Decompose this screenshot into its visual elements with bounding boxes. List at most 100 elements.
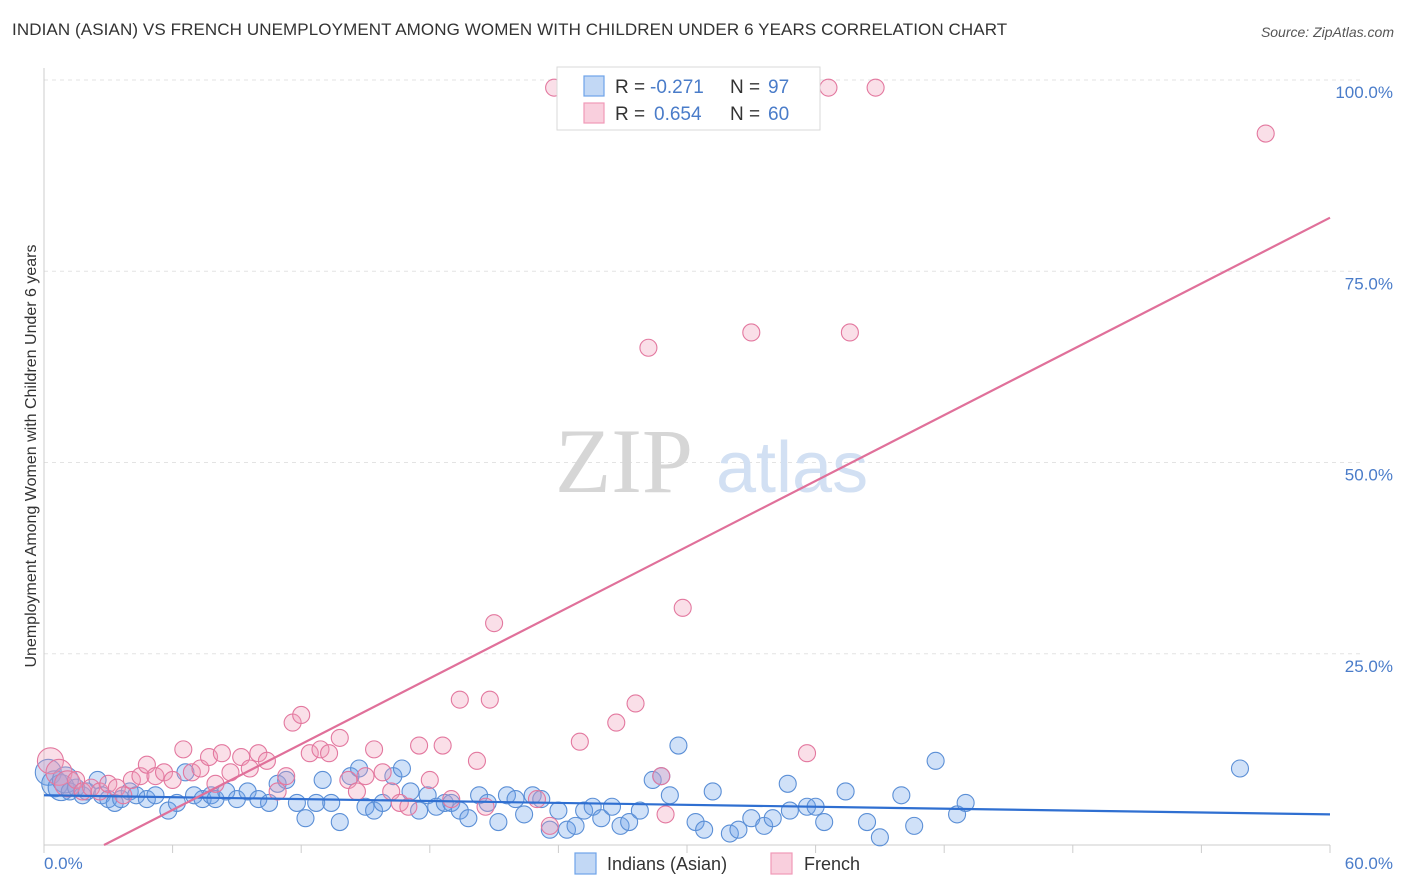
legend-n-value-indians: 97 bbox=[768, 77, 789, 98]
indians-point-39 bbox=[356, 797, 375, 816]
french-point-44 bbox=[420, 770, 439, 790]
indians-point-88 bbox=[836, 782, 855, 801]
indians-point-31 bbox=[287, 793, 306, 812]
french-point-47 bbox=[450, 690, 469, 709]
indians-point-76 bbox=[695, 820, 714, 839]
french-point-43 bbox=[410, 736, 429, 755]
indians-point-16 bbox=[146, 786, 165, 805]
indians-point-23 bbox=[206, 790, 225, 809]
french-point-41 bbox=[390, 793, 409, 812]
indians-point-63 bbox=[566, 816, 585, 835]
french-point-53 bbox=[540, 816, 559, 835]
indians-point-79 bbox=[729, 820, 748, 839]
x-tick-labels: 0.0% 60.0% bbox=[44, 854, 1393, 873]
french-point-30 bbox=[292, 705, 311, 725]
indians-point-92 bbox=[905, 816, 924, 835]
legend-r-value-indians: -0.271 bbox=[650, 77, 704, 98]
indians-point-57 bbox=[515, 805, 534, 824]
french-point-57 bbox=[626, 694, 645, 713]
legend-label-indians-asian: Indians (Asian) bbox=[607, 854, 727, 874]
indians-point-36 bbox=[330, 812, 349, 832]
indians-point-73 bbox=[660, 786, 679, 805]
legend-n-label-indians: N = bbox=[730, 77, 760, 98]
indians-point-95 bbox=[956, 793, 975, 812]
indians-point-93 bbox=[926, 751, 945, 770]
french-point-28 bbox=[277, 767, 296, 786]
french-point-67 bbox=[1256, 124, 1275, 143]
french-point-52 bbox=[527, 790, 547, 809]
indians-point-51 bbox=[459, 809, 478, 828]
indians-point-87 bbox=[815, 812, 834, 832]
french-point-55 bbox=[570, 732, 589, 751]
legend-r-label-indians: R = bbox=[615, 77, 645, 98]
indians-point-90 bbox=[870, 828, 889, 847]
indians-point-67 bbox=[602, 797, 622, 816]
french-point-15 bbox=[163, 770, 182, 790]
french-point-45 bbox=[433, 736, 452, 755]
indians-point-34 bbox=[313, 770, 332, 790]
indians-point-61 bbox=[549, 801, 568, 820]
french-point-39 bbox=[373, 763, 392, 782]
y-tick-label-1: 50.0% bbox=[1345, 466, 1393, 485]
french-point-0 bbox=[36, 747, 64, 775]
watermark-atlas: atlas bbox=[716, 428, 868, 508]
legend-n-label-french: N = bbox=[730, 104, 760, 125]
legend-swatch-indians-asian bbox=[583, 75, 605, 97]
legend-n-value-french: 60 bbox=[768, 104, 789, 125]
series-legend: Indians (Asian) French bbox=[574, 852, 860, 875]
legend-swatch-bottom-french bbox=[770, 852, 793, 875]
french-point-36 bbox=[347, 782, 366, 801]
legend-swatch-bottom-indians bbox=[574, 852, 597, 875]
french-point-34 bbox=[330, 728, 349, 747]
indians-point-45 bbox=[410, 801, 429, 820]
x-tick-label-1: 60.0% bbox=[1345, 854, 1393, 873]
french-point-51 bbox=[485, 614, 504, 633]
indians-point-32 bbox=[296, 809, 315, 828]
chart-title: INDIAN (ASIAN) VS FRENCH UNEMPLOYMENT AM… bbox=[12, 20, 1008, 39]
y-tick-labels: 25.0% 50.0% 75.0% 100.0% bbox=[1335, 83, 1393, 676]
indians-point-54 bbox=[489, 812, 508, 832]
french-point-21 bbox=[212, 744, 231, 763]
y-tick-label-2: 75.0% bbox=[1345, 274, 1393, 293]
gridlines bbox=[44, 79, 1360, 655]
y-axis-label: Unemployment Among Women with Children U… bbox=[23, 244, 40, 667]
french-point-50 bbox=[480, 690, 499, 709]
indians-point-70 bbox=[630, 801, 649, 820]
trend-lines bbox=[43, 216, 1331, 846]
indians-point-83 bbox=[778, 774, 797, 793]
indians-point-78 bbox=[720, 824, 739, 843]
indians-point-66 bbox=[592, 809, 611, 828]
indians-point-47 bbox=[427, 797, 446, 816]
indians-point-38 bbox=[350, 759, 369, 778]
indians-point-77 bbox=[703, 782, 722, 801]
french-point-13 bbox=[146, 767, 165, 786]
series-french-points bbox=[36, 78, 1275, 835]
indians-point-15 bbox=[137, 790, 156, 809]
french-point-32 bbox=[311, 740, 330, 759]
trend-line-indians-asian bbox=[43, 794, 1331, 816]
indians-point-26 bbox=[238, 782, 257, 801]
indians-point-71 bbox=[643, 770, 662, 790]
indians-point-55 bbox=[497, 786, 517, 805]
indians-point-69 bbox=[620, 812, 639, 832]
french-point-64 bbox=[819, 78, 838, 97]
french-point-63 bbox=[797, 744, 817, 763]
indians-point-89 bbox=[857, 812, 877, 832]
french-point-16 bbox=[174, 740, 193, 759]
french-point-66 bbox=[866, 78, 885, 97]
french-point-17 bbox=[182, 763, 201, 782]
french-point-42 bbox=[399, 797, 418, 816]
french-point-65 bbox=[840, 323, 859, 342]
french-point-58 bbox=[639, 338, 658, 357]
x-tick-label-0: 0.0% bbox=[44, 854, 83, 873]
french-point-59 bbox=[652, 767, 671, 786]
indians-point-84 bbox=[780, 801, 799, 820]
chart-source: Source: ZipAtlas.com bbox=[1260, 24, 1394, 40]
french-point-46 bbox=[442, 790, 461, 809]
french-point-61 bbox=[673, 598, 692, 617]
indians-point-56 bbox=[506, 790, 525, 809]
watermark-zip: ZIP bbox=[555, 410, 693, 512]
legend-swatch-french bbox=[583, 102, 605, 124]
legend-r-value-french: 0.654 bbox=[654, 104, 702, 125]
indians-point-64 bbox=[575, 801, 594, 820]
